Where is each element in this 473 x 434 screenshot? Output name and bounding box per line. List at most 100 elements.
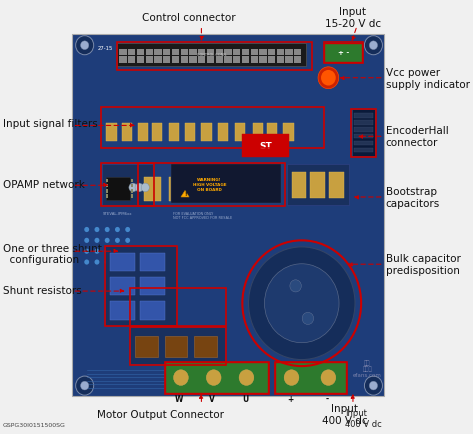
Circle shape: [105, 227, 110, 233]
Circle shape: [95, 227, 99, 233]
Bar: [154, 49, 162, 56]
Text: V: V: [209, 394, 215, 403]
Bar: [324, 43, 362, 62]
Bar: [351, 110, 377, 157]
Circle shape: [302, 312, 314, 325]
Text: OPAMP network: OPAMP network: [3, 180, 85, 190]
Bar: [111, 302, 135, 320]
Text: Bootstrap
capacitors: Bootstrap capacitors: [385, 187, 440, 208]
Bar: [101, 164, 154, 206]
Bar: [294, 57, 301, 63]
Circle shape: [369, 42, 377, 50]
Bar: [130, 327, 225, 364]
Bar: [105, 246, 177, 326]
Bar: [242, 57, 249, 63]
Bar: [105, 184, 108, 188]
Bar: [146, 57, 153, 63]
Polygon shape: [181, 191, 189, 197]
Circle shape: [76, 36, 94, 56]
Bar: [165, 362, 269, 395]
Bar: [189, 57, 197, 63]
Bar: [122, 124, 132, 141]
Bar: [140, 278, 165, 296]
Bar: [291, 173, 306, 199]
Circle shape: [239, 370, 254, 385]
Bar: [117, 43, 312, 71]
Text: STEVAL-IPM6xx: STEVAL-IPM6xx: [103, 211, 132, 216]
Circle shape: [115, 227, 120, 233]
Bar: [171, 165, 281, 204]
Bar: [152, 124, 163, 141]
Bar: [117, 44, 306, 66]
Circle shape: [284, 370, 299, 385]
Circle shape: [129, 184, 137, 192]
Text: U: U: [242, 394, 248, 403]
Bar: [131, 190, 133, 193]
Bar: [207, 57, 214, 63]
Bar: [198, 49, 205, 56]
Bar: [120, 49, 127, 56]
Bar: [216, 49, 223, 56]
Bar: [101, 108, 324, 149]
Bar: [294, 49, 301, 56]
Bar: [128, 49, 135, 56]
Bar: [259, 49, 266, 56]
Text: Bulk capacitor
predisposition: Bulk capacitor predisposition: [385, 254, 461, 275]
Bar: [194, 336, 217, 358]
Text: GSPG30I0151500SG: GSPG30I0151500SG: [3, 422, 66, 427]
Bar: [111, 253, 135, 272]
Circle shape: [115, 249, 120, 254]
Bar: [72, 35, 384, 397]
Circle shape: [364, 36, 383, 56]
Bar: [131, 179, 133, 183]
Bar: [207, 49, 214, 56]
Text: CONTROL CONN.: CONTROL CONN.: [197, 53, 227, 57]
Bar: [268, 49, 275, 56]
Circle shape: [125, 227, 130, 233]
Circle shape: [76, 376, 94, 395]
Bar: [137, 57, 144, 63]
Circle shape: [141, 184, 149, 192]
Text: Motor Output Connector: Motor Output Connector: [97, 409, 224, 419]
Text: Input signal filters: Input signal filters: [3, 119, 97, 129]
Text: WARNING!
HIGH VOLTAGE
ON BOARD: WARNING! HIGH VOLTAGE ON BOARD: [193, 178, 227, 191]
Bar: [185, 124, 195, 141]
Bar: [165, 362, 268, 394]
Bar: [128, 57, 135, 63]
Circle shape: [105, 249, 110, 254]
Bar: [354, 142, 373, 146]
Text: EncoderHall
connector: EncoderHall connector: [385, 126, 448, 148]
Bar: [251, 57, 258, 63]
Text: Control connector: Control connector: [142, 13, 236, 23]
Bar: [275, 362, 347, 395]
Bar: [235, 124, 245, 141]
Bar: [354, 149, 373, 153]
Text: 27-15: 27-15: [97, 46, 113, 51]
Bar: [286, 57, 293, 63]
Text: Input
400 V dc: Input 400 V dc: [322, 403, 368, 424]
Bar: [189, 49, 197, 56]
Circle shape: [105, 260, 110, 265]
Bar: [169, 124, 179, 141]
Bar: [130, 288, 226, 326]
Bar: [146, 49, 153, 56]
Text: One or three shunt
  configuration: One or three shunt configuration: [3, 243, 102, 265]
Text: + -: + -: [338, 50, 349, 56]
Bar: [224, 57, 232, 63]
Bar: [253, 124, 263, 141]
Text: Vcc power
supply indicator: Vcc power supply indicator: [385, 68, 470, 89]
Text: Input
400 V dc: Input 400 V dc: [345, 408, 382, 428]
Bar: [169, 178, 186, 202]
Bar: [181, 57, 188, 63]
Bar: [181, 49, 188, 56]
Bar: [105, 177, 130, 201]
Circle shape: [95, 238, 99, 243]
Bar: [242, 135, 289, 157]
Circle shape: [125, 238, 130, 243]
Bar: [111, 278, 135, 296]
Circle shape: [84, 227, 89, 233]
Bar: [105, 179, 108, 183]
Bar: [218, 178, 235, 202]
Bar: [216, 57, 223, 63]
Bar: [283, 124, 294, 141]
